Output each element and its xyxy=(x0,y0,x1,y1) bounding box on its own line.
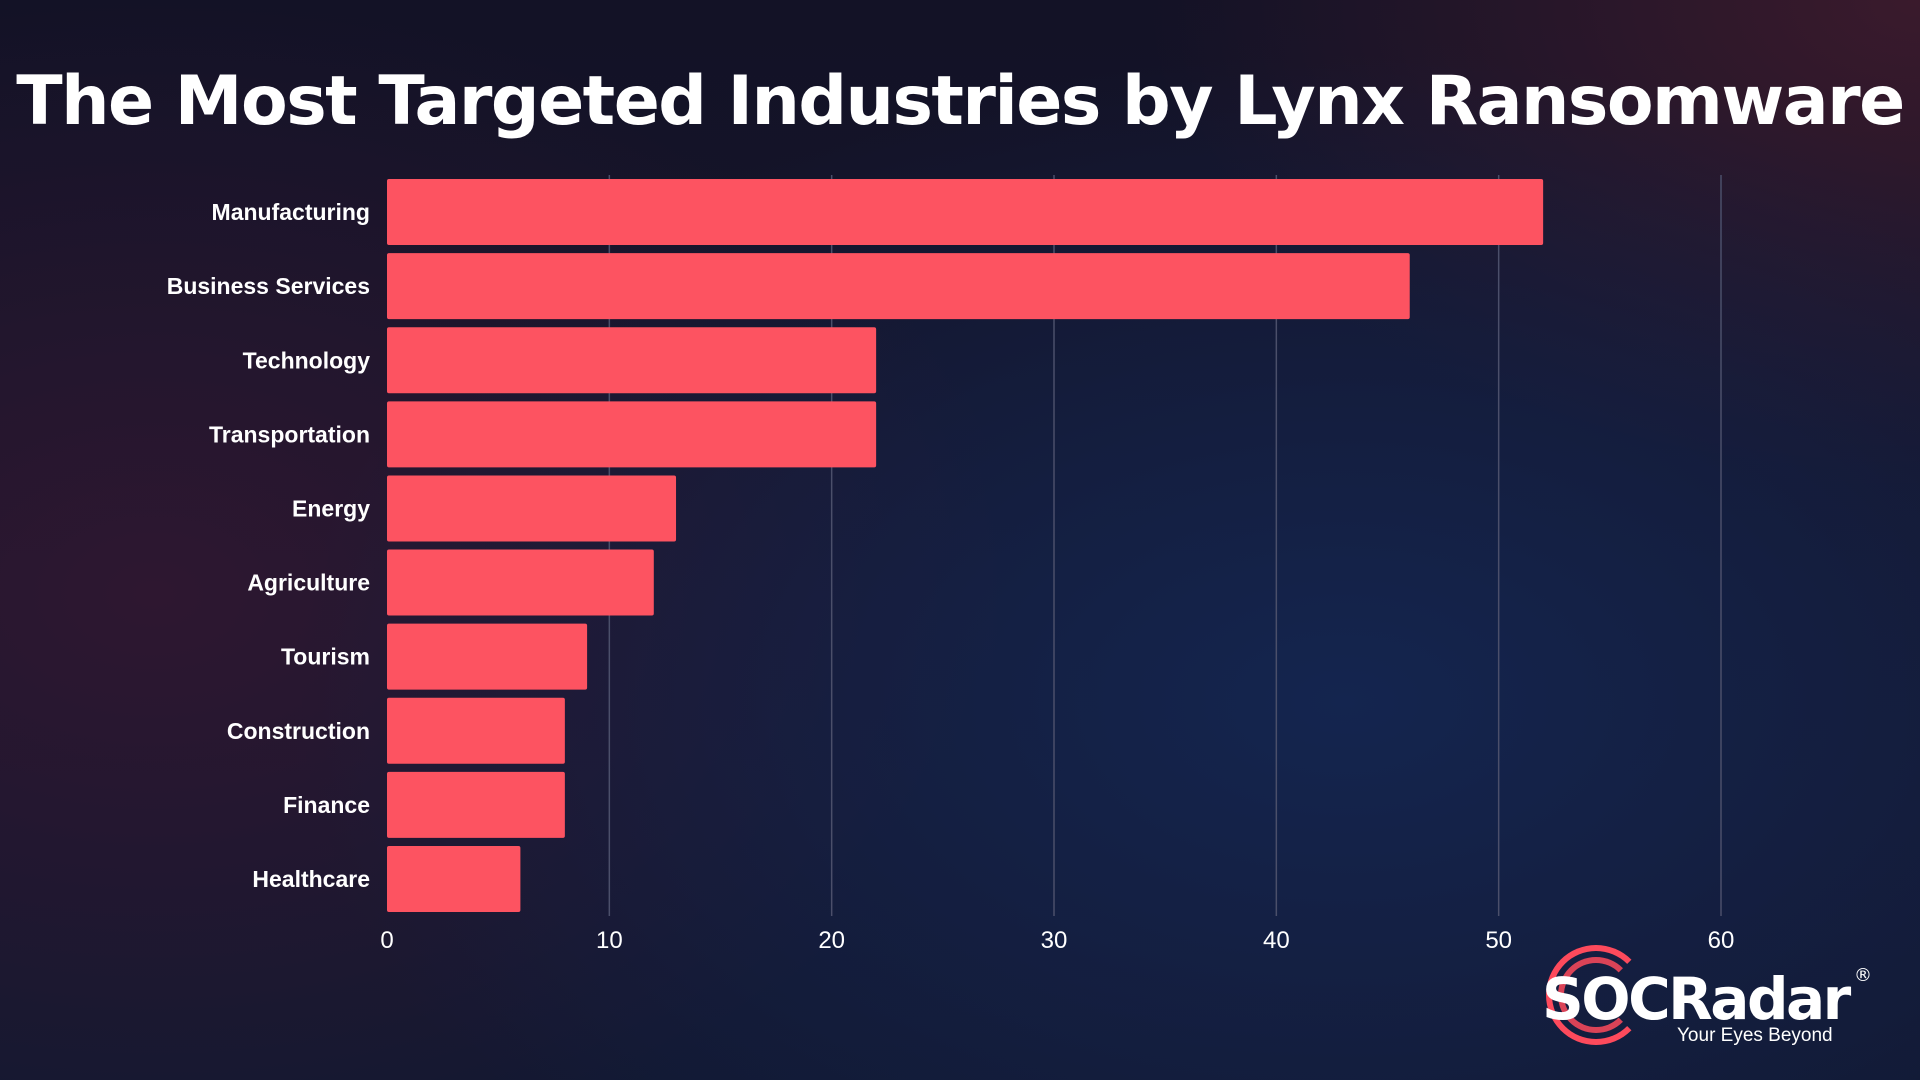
x-tick-label: 30 xyxy=(1041,927,1068,954)
x-tick-label: 20 xyxy=(818,927,845,954)
chart-title: The Most Targeted Industries by Lynx Ran… xyxy=(16,62,1905,141)
category-label: Finance xyxy=(283,792,370,818)
registered-mark: ® xyxy=(1854,965,1872,986)
x-axis-tick-labels: 0 10 20 30 40 50 60 xyxy=(380,927,1734,954)
logo-wordmark: SOCRadar xyxy=(1542,965,1851,1033)
logo-tagline: Your Eyes Beyond xyxy=(1677,1025,1833,1046)
category-label: Agriculture xyxy=(247,570,370,596)
category-label: Transportation xyxy=(209,421,370,447)
x-tick-label: 40 xyxy=(1263,927,1290,954)
bar-agriculture xyxy=(387,549,654,616)
bar-manufacturing xyxy=(387,179,1544,246)
category-labels: Manufacturing Business Services Technology… xyxy=(167,199,370,892)
category-label: Energy xyxy=(292,495,370,521)
bar-finance xyxy=(387,771,565,838)
bar-healthcare xyxy=(387,845,521,912)
socradar-logo: SOCRadar ® Your Eyes Beyond xyxy=(1542,945,1882,1046)
x-tick-label: 50 xyxy=(1485,927,1512,954)
x-tick-label: 60 xyxy=(1708,927,1735,954)
x-tick-label: 10 xyxy=(596,927,623,954)
bar-technology xyxy=(387,327,877,394)
category-label: Technology xyxy=(243,347,371,373)
bar-transportation xyxy=(387,401,877,468)
bar-energy xyxy=(387,475,677,542)
category-label: Manufacturing xyxy=(212,199,370,225)
category-label: Healthcare xyxy=(252,866,370,892)
bar-tourism xyxy=(387,623,588,690)
bar-construction xyxy=(387,697,565,764)
category-label: Construction xyxy=(227,718,370,744)
bars xyxy=(387,179,1544,912)
category-label: Business Services xyxy=(167,273,370,299)
bar-business-services xyxy=(387,253,1410,320)
x-tick-label: 0 xyxy=(380,927,393,954)
category-label: Tourism xyxy=(281,644,370,670)
